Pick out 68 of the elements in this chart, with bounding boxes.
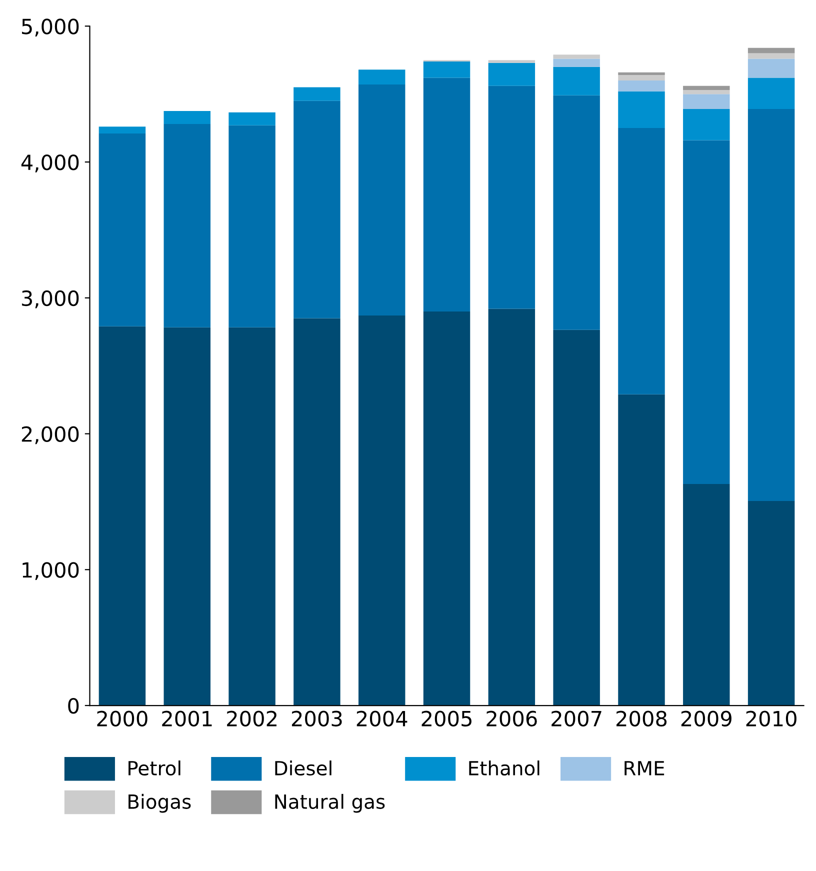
- legend-label: Petrol: [128, 760, 180, 776]
- x-tick-label: 2010: [746, 710, 796, 726]
- bar: [748, 109, 795, 502]
- legend-label: Biogas: [128, 794, 191, 813]
- y-tick-label: 0: [68, 698, 79, 714]
- bar: [488, 86, 536, 309]
- legend-label: RME: [624, 761, 664, 776]
- bar: [748, 78, 795, 110]
- bar: [553, 95, 600, 330]
- bar: [553, 66, 600, 96]
- bar: [683, 140, 730, 484]
- x-tick-label: 2001: [162, 710, 212, 726]
- bar: [423, 61, 470, 78]
- bar: [618, 128, 665, 394]
- x-tick-label: 2003: [292, 710, 342, 726]
- legend-label: Natural gas: [275, 794, 385, 813]
- bar: [358, 316, 406, 706]
- bar: [553, 54, 600, 59]
- bar: [683, 94, 730, 110]
- x-tick-label: 2009: [681, 710, 732, 726]
- bar: [423, 78, 470, 312]
- bar: [294, 87, 340, 101]
- bar: [553, 58, 600, 67]
- bar: [98, 126, 146, 134]
- bar: [748, 53, 795, 59]
- bar: [294, 318, 340, 706]
- x-tick-label: 2008: [616, 710, 667, 726]
- legend-label: Diesel: [275, 760, 332, 776]
- bar: [683, 90, 730, 94]
- y-tick-label: 1,000: [22, 562, 79, 580]
- bar: [618, 80, 665, 92]
- y-tick-label: 2,000: [22, 426, 79, 444]
- bar: [748, 48, 795, 54]
- x-tick-label: 2000: [97, 710, 148, 726]
- bar: [294, 100, 340, 318]
- bar: [358, 70, 406, 85]
- bar: [553, 330, 600, 706]
- x-tick-label: 2004: [356, 710, 408, 726]
- bar: [228, 125, 276, 328]
- bar: [618, 394, 665, 706]
- bar: [618, 91, 665, 128]
- bar: [98, 326, 146, 706]
- bar: [164, 124, 210, 328]
- y-tick-label: 4,000: [21, 154, 79, 172]
- bar: [358, 84, 406, 316]
- bar: [748, 501, 795, 706]
- x-tick-label: 2007: [552, 710, 602, 726]
- legend-label: Ethanol: [469, 760, 540, 776]
- bar: [618, 75, 665, 80]
- bar: [618, 72, 665, 76]
- bar: [164, 327, 210, 706]
- y-tick-label: 3,000: [22, 290, 79, 308]
- bar: [683, 109, 730, 140]
- bar: [683, 86, 730, 90]
- bar: [423, 311, 470, 706]
- y-tick-label: 5,000: [22, 18, 79, 36]
- x-tick-label: 2006: [486, 710, 537, 726]
- bar: [683, 484, 730, 706]
- bar: [488, 62, 536, 86]
- x-tick-label: 2005: [422, 710, 472, 726]
- bar: [98, 133, 146, 326]
- bar: [488, 308, 536, 706]
- bar: [488, 60, 536, 63]
- bar: [228, 112, 276, 126]
- bar: [228, 327, 276, 706]
- x-tick-label: 2002: [227, 710, 276, 726]
- bar: [748, 58, 795, 78]
- bar: [164, 111, 210, 124]
